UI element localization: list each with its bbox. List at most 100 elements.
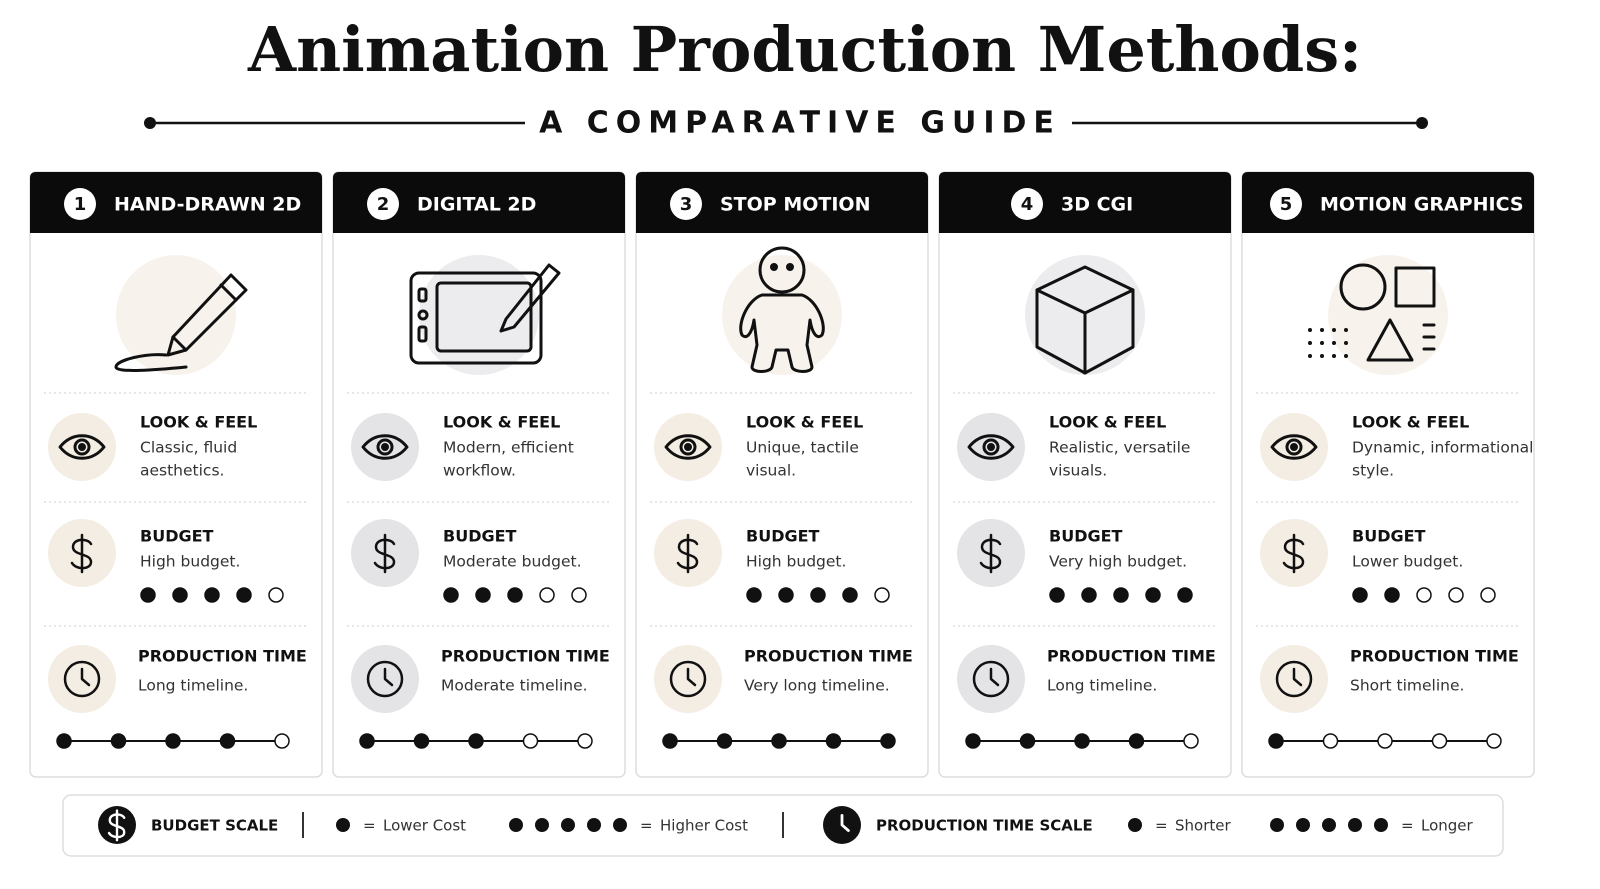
number: 3 — [680, 194, 693, 215]
icon-part — [1366, 318, 1414, 362]
time-label: PRODUCTION TIME — [1350, 647, 1519, 666]
icon-part — [417, 309, 429, 321]
time-dot — [1377, 733, 1393, 749]
card-header — [636, 172, 928, 233]
icon-part — [1290, 443, 1298, 451]
budget-dot — [746, 587, 762, 603]
legend-low: Shorter — [1175, 817, 1231, 835]
legend-label: BUDGET SCALE — [151, 817, 278, 835]
time-dot — [165, 733, 181, 749]
legend-dot — [587, 818, 601, 832]
icon-part — [972, 660, 1010, 698]
budget-label: BUDGET — [1352, 527, 1426, 546]
budget-dot — [1416, 587, 1432, 603]
icon-part — [58, 434, 106, 460]
method-name: HAND-DRAWN 2D — [114, 194, 301, 216]
legend-equals: = — [1155, 817, 1168, 835]
icon-part — [1332, 354, 1336, 358]
time-dot — [1268, 733, 1284, 749]
budget-dot — [1448, 587, 1464, 603]
icon-part — [1308, 328, 1348, 358]
method-name: DIGITAL 2D — [417, 194, 536, 216]
card-header — [30, 172, 322, 233]
budget-dot — [571, 587, 587, 603]
method-name: MOTION GRAPHICS — [1320, 194, 1524, 216]
number-badge — [1270, 188, 1302, 220]
time-label: PRODUCTION TIME — [744, 647, 913, 666]
budget-dot — [1145, 587, 1161, 603]
icon-part — [989, 667, 1000, 687]
icon-part — [376, 438, 394, 456]
budget-text: Moderate budget. — [443, 553, 582, 571]
time-text: Very long timeline. — [744, 677, 890, 695]
budget-dot — [172, 587, 188, 603]
icon-part — [686, 667, 697, 687]
icon-part — [435, 281, 533, 353]
look-label: LOOK & FEEL — [1049, 413, 1166, 432]
look-text: Realistic, versatile — [1049, 439, 1190, 457]
budget-dot — [778, 587, 794, 603]
icon-part — [366, 660, 404, 698]
icon-part — [1320, 341, 1324, 345]
dollar-icon — [979, 533, 1002, 574]
method-name: STOP MOTION — [720, 194, 870, 216]
method-icon — [114, 273, 248, 372]
time-dot — [274, 733, 290, 749]
legend-dot — [561, 818, 575, 832]
icon-part — [409, 271, 543, 365]
method-icon — [409, 263, 561, 365]
budget-dot — [204, 587, 220, 603]
time-text: Moderate timeline. — [441, 677, 588, 695]
clock-icon — [972, 660, 1010, 698]
time-dot — [56, 733, 72, 749]
number: 4 — [1021, 194, 1034, 215]
icon-part — [219, 283, 238, 302]
budget-label: BUDGET — [746, 527, 820, 546]
icon-part — [669, 660, 707, 698]
time-text: Short timeline. — [1350, 677, 1464, 695]
budget-text: Lower budget. — [1352, 553, 1463, 571]
eye-icon — [664, 434, 712, 460]
icon-part — [987, 443, 995, 451]
rule-dot — [144, 117, 156, 129]
icon-bg — [419, 255, 539, 375]
budget-text: Very high budget. — [1049, 553, 1187, 571]
icon-bg — [722, 255, 842, 375]
icon-part — [1308, 354, 1312, 358]
budget-dot — [507, 587, 523, 603]
icon-part — [166, 273, 248, 357]
method-icon — [1035, 265, 1135, 375]
budget-dot — [1480, 587, 1496, 603]
icon-part — [114, 353, 188, 372]
budget-dot — [539, 587, 555, 603]
time-label: PRODUCTION TIME — [138, 647, 307, 666]
method-icon — [1308, 263, 1436, 362]
icon-part — [381, 443, 389, 451]
time-dot — [1431, 733, 1448, 749]
number-badge — [670, 188, 702, 220]
icon-part — [1344, 341, 1348, 345]
budget-label: BUDGET — [1049, 527, 1123, 546]
time-dot — [825, 733, 842, 749]
clock-icon — [669, 660, 707, 698]
legend-equals: = — [1401, 817, 1414, 835]
look-text: Dynamic, informational — [1352, 439, 1533, 457]
look-label: LOOK & FEEL — [443, 413, 560, 432]
icon-part — [1320, 328, 1324, 332]
legend-dot — [1128, 818, 1142, 832]
time-dot — [1128, 733, 1145, 749]
look-text: Classic, fluid — [140, 439, 237, 457]
title: Animation Production Methods: — [247, 13, 1362, 86]
number-badge — [367, 188, 399, 220]
icon-part — [1308, 328, 1312, 332]
time-dot — [359, 733, 375, 749]
method-name: 3D CGI — [1061, 194, 1133, 216]
time-dot — [662, 733, 678, 749]
dollar-icon — [1282, 533, 1305, 574]
icon-bg — [116, 255, 236, 375]
icon-part — [840, 813, 850, 833]
legend-dot — [336, 818, 350, 832]
icon-part — [786, 263, 794, 271]
icon-part — [1422, 323, 1436, 351]
